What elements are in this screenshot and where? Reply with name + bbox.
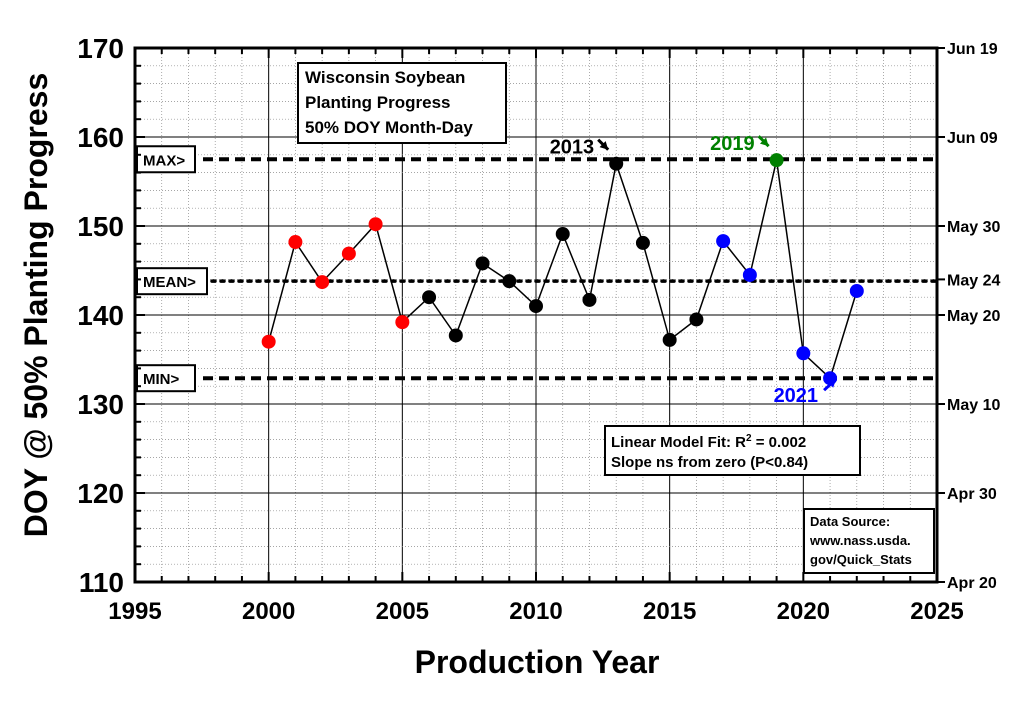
annotation-label: 2019 [710,133,755,155]
data-point-2009 [502,274,517,289]
data-point-2015 [662,332,677,347]
annotations-layer: 2013 2019 2021 [550,133,838,407]
right-tick-label: May 30 [947,219,1000,236]
data-point-2005 [395,315,410,330]
reference-label-box [136,145,196,174]
x-tick-label: 2015 [643,598,696,625]
data-point-2019 [769,153,784,168]
y-axis-title: DOY @ 50% Planting Progress [18,73,54,538]
data-point-2022 [849,283,864,298]
y-tick-label: 140 [77,300,124,331]
data-point-2018 [742,267,757,282]
y-tick-label: 170 [77,33,124,64]
reference-label: MEAN> [143,274,196,291]
axes-layer: 1995 2000 2005 2010 2015 2020 2025 110 120 130 140… [77,33,1000,625]
y-tick-label: 130 [77,389,124,420]
x-tick-label: 1995 [108,598,161,625]
x-axis-title: Production Year [415,644,660,680]
data-point-2011 [555,227,570,242]
y-tick-label: 110 [79,567,124,598]
reference-label-box [136,267,208,296]
right-tick-label: Apr 30 [947,486,997,503]
data-source-box: Data Source: www.nass.usda. gov/Quick_St… [803,508,935,574]
data-point-2000 [261,334,276,349]
right-tick-label: Apr 20 [947,575,997,592]
annotation-arrowhead [827,379,837,388]
data-point-2008 [475,256,490,271]
data-point-2001 [288,235,303,250]
reference-label: MAX> [143,152,185,169]
data-point-2004 [368,217,383,232]
source-line-3: gov/Quick_Stats [810,552,912,567]
annotation-2021: 2021 [774,378,838,407]
data-point-2002 [315,275,330,290]
data-point-2016 [689,312,704,327]
right-tick-label: Jun 19 [947,41,998,58]
reference-label-box [136,364,196,393]
x-tick-label: 2000 [242,598,295,625]
x-tick-label: 2010 [509,598,562,625]
model-fit-box: Linear Model Fit: R2 = 0.002 Slope ns fr… [604,425,861,476]
annotation-2013: 2013 [550,137,610,159]
data-point-2007 [448,328,463,343]
model-fit-line-2: Slope ns from zero (P<0.84) [611,454,808,471]
y-tick-label: 150 [77,211,124,242]
data-point-2010 [529,299,543,314]
data-point-2012 [582,292,597,307]
title-line-2: Planting Progress [305,93,450,112]
title-box: Wisconsin Soybean Planting Progress 50% … [297,62,507,144]
x-tick-label: 2025 [910,598,963,625]
annotation-2019: 2019 [710,133,770,155]
annotation-label: 2013 [550,137,595,159]
source-line-1: Data Source: [810,514,890,529]
annotation-label: 2021 [774,385,819,407]
y-tick-label: 120 [77,478,124,509]
data-point-2017 [716,234,731,249]
right-tick-label: May 24 [947,272,1000,289]
annotation-arrowhead [759,137,769,147]
right-tick-label: May 10 [947,397,1000,414]
data-point-2006 [422,290,437,305]
data-point-2014 [635,235,650,250]
right-tick-label: May 20 [947,308,1000,325]
model-fit-line-1: Linear Model Fit: R2 = 0.002 [611,433,806,451]
grid-layer [134,47,938,583]
reference-lines: MAX> MEAN> MIN> [136,145,939,393]
reference-label: MIN> [143,371,179,388]
data-point-2003 [341,246,356,261]
title-line-3: 50% DOY Month-Day [305,118,473,137]
title-line-1: Wisconsin Soybean [305,68,465,87]
x-tick-label: 2020 [777,598,830,625]
data-point-2013 [609,156,624,171]
annotation-arrowhead [599,141,609,150]
right-tick-label: Jun 09 [947,130,998,147]
source-line-2: www.nass.usda. [809,533,911,548]
y-tick-label: 160 [77,122,124,153]
series-layer [261,153,864,386]
data-point-2020 [796,346,811,361]
x-tick-label: 2005 [376,598,429,625]
